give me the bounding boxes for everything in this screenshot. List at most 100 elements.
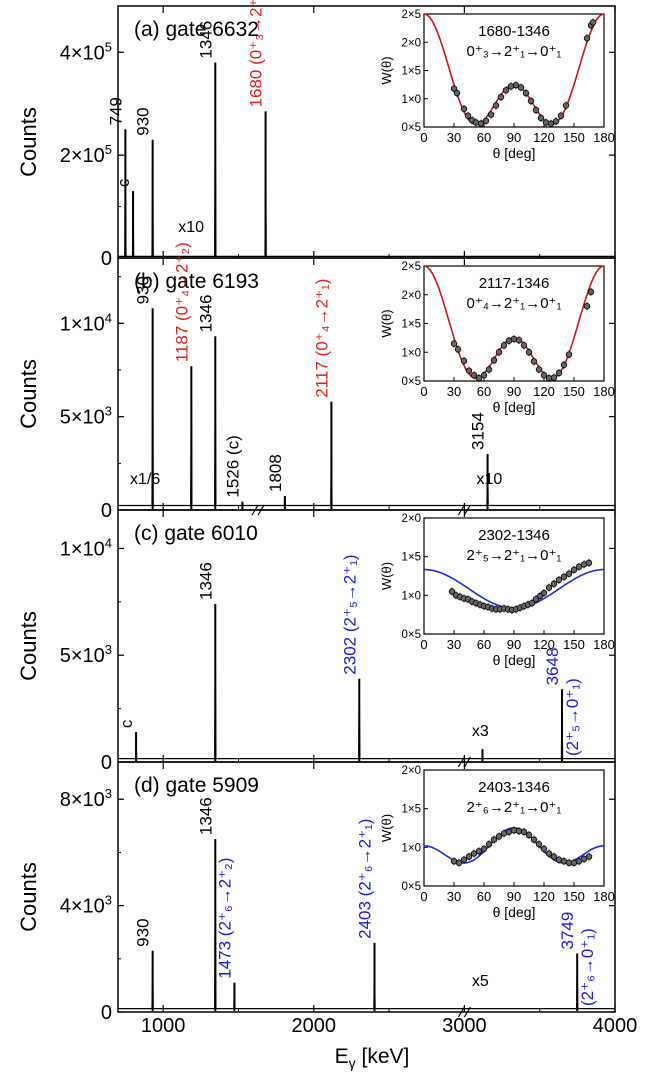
panel-b: 0 5×103 1×104 Counts 930 1187 (0⁺₄→2⁺₂) 1346 15… [16, 242, 616, 522]
inset-data-point [460, 105, 468, 113]
peak-label-2403: 2403 (2⁺₆→2⁺₁) [355, 819, 374, 939]
inset-data-point [555, 576, 563, 584]
inset-x-tick-label: 0 [420, 889, 427, 904]
inset-data-point [525, 831, 533, 839]
y-tick-label: 0 [101, 248, 112, 270]
axis-break-mark [457, 1006, 465, 1018]
peak-label-820: c [117, 719, 136, 728]
inset-subtitle: 2⁺₅→2⁺₁→0⁺₁ [467, 547, 562, 564]
inset-data-point [560, 573, 568, 580]
inset-data-point [535, 366, 543, 373]
inset-y-tick-label: 0×5 [401, 629, 421, 641]
inset-data-point [485, 841, 493, 848]
inset-data-point [545, 584, 553, 591]
inset-x-tick-label: 0 [420, 637, 427, 652]
y-tick-label: 5×103 [60, 404, 112, 429]
panels: 0 2×105 4×105 Counts 749 c 930 1346 1680 (0⁺₃→2⁺… [16, 0, 616, 1024]
peak-label-930: 930 [134, 918, 153, 946]
peak-label-1346: 1346 [196, 295, 215, 333]
x-axis: Eγ [keV] 1000 2000 3000 4000 [141, 1015, 637, 1071]
inset-data-point [557, 112, 565, 119]
inset-data-point [525, 349, 533, 356]
inset-title: 2302-1346 [478, 527, 550, 544]
inset-data-point [565, 570, 573, 577]
inset-y-label: W(θ) [379, 814, 394, 842]
inset-data-point [490, 836, 498, 843]
peak-label-1346: 1346 [196, 797, 215, 835]
peak-label2-3749: (2⁺₆→0⁺₁) [578, 928, 597, 1006]
y-tick-label: 4×103 [60, 893, 112, 918]
inset-data-point [492, 102, 500, 109]
panel-a: 0 2×105 4×105 Counts 749 c 930 1346 1680 (0⁺₃→2⁺… [16, 0, 616, 270]
inset-x-tick-label: 90 [507, 889, 521, 904]
y-axis-label: Counts [16, 611, 41, 681]
inset-data-point [480, 372, 488, 379]
inset-x-label: θ [deg] [493, 145, 536, 161]
inset-y-tick-label: 2×5 [401, 9, 421, 21]
inset-x-tick-label: 90 [507, 637, 521, 652]
panel-label: (c) gate 6010 [134, 522, 258, 545]
inset-subtitle: 0⁺₄→2⁺₁→0⁺₁ [466, 295, 561, 312]
inset-y-tick-label: 0×5 [401, 881, 421, 893]
peak-label2-3648: (2⁺₅→0⁺₁) [563, 678, 582, 756]
y-tick-label: 1×104 [60, 310, 112, 335]
peak-label-1526: 1526 (c) [223, 435, 242, 497]
inset-x-tick-label: 60 [477, 384, 491, 399]
inset-y-label: W(θ) [379, 309, 394, 337]
inset-data-point [585, 559, 593, 567]
inset-y-tick-label: 1×0 [401, 842, 421, 854]
inset-y-tick-label: 2×0 [401, 765, 421, 777]
scale-mark: x10 [178, 219, 204, 236]
inset-data-point [530, 836, 538, 843]
inset-x-tick-label: 150 [563, 384, 585, 399]
inset-x-tick-label: 30 [447, 889, 461, 904]
inset-y-tick-label: 1×0 [401, 590, 421, 602]
inset-data-point [455, 859, 463, 866]
inset-x-tick-label: 90 [507, 384, 521, 399]
inset-y-tick-label: 1×5 [401, 804, 421, 816]
inset-data-point [550, 580, 558, 587]
inset-title: 1680-1346 [478, 23, 550, 40]
y-tick-label: 5×103 [60, 642, 112, 667]
panel-c: 0 5×103 1×104 Counts c 1346 2302 (2⁺₅→2⁺₁) 3648… [16, 509, 616, 774]
inset-y-tick-label: 2×5 [401, 261, 421, 273]
inset-y-tick-label: 1×0 [401, 347, 421, 359]
x-tick-label-1000: 1000 [141, 1015, 186, 1037]
inset-b: 0 30 60 90 120 150 180 0×5 1×0 1×5 2×0 2×5 W(θ) θ [de… [379, 261, 615, 415]
inset-data-point [495, 833, 503, 840]
y-axis-label: Counts [16, 107, 41, 177]
inset-x-tick-label: 90 [507, 130, 521, 145]
inset-data-point [540, 845, 548, 853]
peak-label-3154: 3154 [469, 412, 488, 450]
inset-data-point [450, 85, 458, 92]
inset-y-tick-label: 0×5 [401, 122, 421, 134]
inset-y-tick-label: 2×0 [401, 513, 421, 525]
inset-x-tick-label: 120 [533, 130, 555, 145]
peak-label-930: 930 [134, 276, 153, 304]
inset-data-point [502, 87, 510, 94]
inset-x-tick-label: 60 [477, 637, 491, 652]
inset-subtitle: 0⁺₃→2⁺₁→0⁺₁ [466, 43, 561, 60]
panel-d: 0 4×103 8×103 Counts 930 1346 1473 (2⁺₆→2⁺₂) 24… [16, 761, 616, 1024]
inset-data-point [532, 106, 540, 114]
inset-data-point [464, 112, 472, 119]
inset-x-tick-label: 180 [593, 384, 615, 399]
inset-x-tick-label: 60 [477, 130, 491, 145]
inset-data-point [490, 357, 498, 364]
inset-data-point [520, 342, 528, 349]
inset-data-point [535, 841, 543, 848]
inset-subtitle: 2⁺₆→2⁺₁→0⁺₁ [467, 799, 562, 816]
peak-label-2302: 2302 (2⁺₅→2⁺₁) [340, 554, 359, 674]
inset-x-tick-label: 150 [563, 637, 585, 652]
inset-x-tick-label: 180 [593, 130, 615, 145]
inset-frame [423, 13, 605, 128]
inset-data-point [560, 361, 568, 369]
inset-data-point [555, 369, 563, 377]
inset-data-point [470, 372, 478, 379]
inset-data-point [448, 588, 456, 595]
inset-data-point [495, 349, 503, 356]
inset-data-point [515, 336, 523, 344]
x-axis-label: Eγ [keV] [335, 1045, 410, 1071]
inset-data-point [587, 288, 595, 296]
inset-data-point [520, 828, 528, 836]
